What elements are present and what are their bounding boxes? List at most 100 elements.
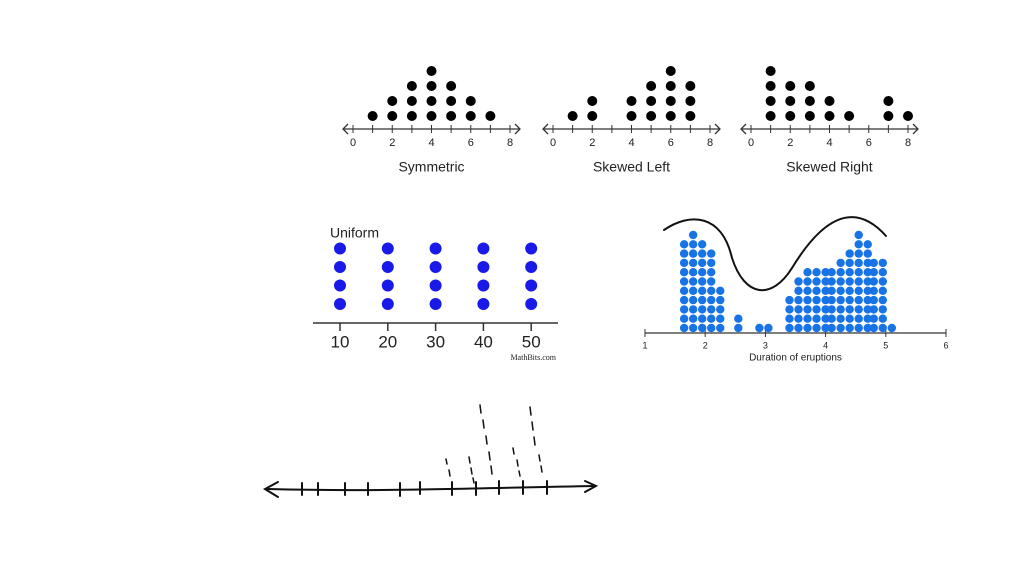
dot: [803, 314, 812, 323]
source-note: MathBits.com: [510, 353, 556, 362]
dot: [764, 323, 773, 333]
axis-arrow: [912, 123, 919, 135]
x-tick-label: 4: [826, 137, 832, 149]
dot: [688, 295, 698, 305]
dot: [707, 249, 716, 258]
dot-column: [381, 242, 394, 310]
x-tick-label: 2: [703, 340, 708, 350]
dot: [854, 286, 863, 295]
dot: [697, 295, 707, 305]
dot: [878, 305, 887, 314]
x-axis-label: Skewed Right: [786, 159, 872, 175]
dot-column: [845, 249, 854, 333]
dot: [869, 295, 878, 305]
dot: [878, 323, 887, 333]
dot: [863, 305, 872, 314]
dot: [679, 240, 689, 249]
dot: [854, 249, 863, 258]
dot: [525, 279, 538, 292]
dot: [688, 323, 698, 333]
dot: [688, 258, 698, 268]
dot: [697, 240, 707, 249]
dot-column: [465, 96, 476, 121]
dot: [688, 230, 698, 240]
dot-column: [426, 66, 437, 121]
dot: [812, 314, 821, 323]
x-tick-label: 8: [507, 137, 513, 149]
dot: [734, 314, 743, 323]
dot-column: [821, 268, 830, 333]
dot: [334, 242, 346, 255]
dot-column: [785, 295, 794, 333]
dot: [854, 305, 863, 314]
dot: [863, 314, 872, 323]
dot: [845, 286, 854, 295]
dot-column: [697, 240, 707, 333]
dot: [854, 230, 863, 240]
x-tick-label: 2: [787, 137, 793, 149]
dot: [525, 242, 538, 255]
dot: [845, 268, 854, 277]
hand-number-line: [262, 480, 599, 498]
dot: [821, 277, 830, 286]
dot: [688, 249, 698, 258]
dot: [794, 305, 803, 314]
dot: [785, 305, 794, 314]
dot: [426, 66, 437, 76]
chart-title: Uniform: [330, 225, 379, 241]
dot: [716, 295, 725, 305]
dot: [794, 286, 803, 295]
dot: [446, 111, 457, 121]
dot: [863, 277, 872, 286]
dot: [804, 81, 815, 91]
dot: [688, 240, 698, 249]
dot: [854, 258, 863, 268]
dot-column: [685, 81, 696, 121]
dot: [845, 258, 854, 268]
dot-column: [869, 258, 878, 333]
dot-column: [707, 249, 716, 333]
dot: [824, 111, 835, 121]
x-tick-label: 30: [426, 332, 445, 351]
dot: [697, 277, 707, 286]
dot: [485, 111, 496, 121]
dot: [821, 305, 830, 314]
dot: [679, 249, 689, 258]
dot-column: [903, 111, 913, 121]
dot: [804, 111, 815, 121]
dot: [716, 314, 725, 323]
dot: [836, 323, 845, 333]
dot: [697, 286, 707, 295]
hand-dashes: [445, 404, 543, 484]
x-tick-label: 0: [350, 137, 356, 149]
x-tick-label: 50: [522, 332, 541, 351]
x-tick-label: 6: [943, 340, 948, 350]
dot: [869, 286, 878, 295]
dot-column: [812, 268, 821, 333]
dot: [665, 81, 676, 91]
dot: [836, 305, 845, 314]
dot: [646, 111, 657, 121]
dot: [716, 323, 725, 333]
dot: [429, 261, 442, 273]
dot: [626, 111, 637, 121]
dot: [707, 268, 716, 277]
dot: [734, 323, 743, 333]
x-tick-label: 4: [628, 137, 634, 149]
x-tick-label: 0: [550, 137, 556, 149]
dot: [883, 111, 894, 121]
dot-column: [765, 66, 776, 121]
dot: [707, 286, 716, 295]
dot-column: [716, 286, 725, 333]
dot: [836, 314, 845, 323]
dot: [785, 96, 796, 106]
dot-column: [824, 96, 835, 121]
x-tick-label: 6: [468, 137, 474, 149]
dot: [836, 286, 845, 295]
dot: [845, 277, 854, 286]
axis-arrow: [342, 123, 349, 135]
dot: [765, 96, 776, 106]
dot-column: [878, 258, 887, 333]
dot-column: [887, 323, 897, 333]
dot: [812, 268, 821, 277]
